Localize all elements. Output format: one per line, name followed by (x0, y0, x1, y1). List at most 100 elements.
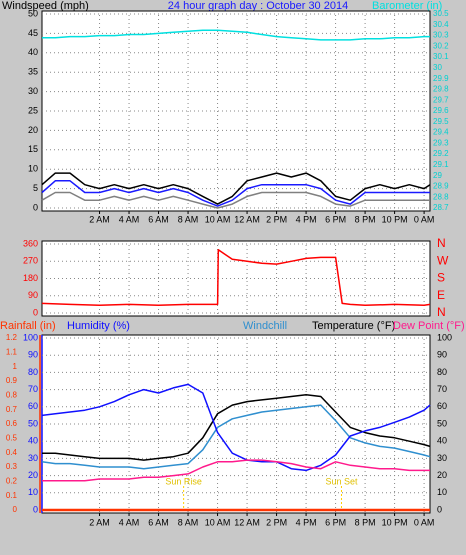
y-tick-label: 90 (437, 350, 447, 360)
x-tick-label: 0 AM (414, 214, 435, 224)
y-tick-label: 0.9 (6, 376, 18, 385)
y-tick-label: 30.1 (433, 52, 449, 61)
y-tick-label: 360 (23, 238, 38, 248)
y-tick-label: 180 (23, 273, 38, 283)
y-tick-label: 29.2 (433, 149, 449, 158)
series-line (41, 191, 430, 209)
y-tick-label: 29.9 (433, 74, 449, 83)
temperature-axis-label: Temperature (°F) (312, 320, 395, 332)
y-tick-label: 0.2 (6, 476, 18, 485)
y-tick-label: 50 (28, 8, 38, 18)
y-tick-label: 0 (33, 307, 38, 317)
y-tick-label: 10 (28, 487, 38, 497)
legend-windchill: Windchill (243, 320, 287, 332)
y-tick-label: 30 (433, 63, 442, 72)
y-tick-label: 70 (437, 384, 447, 394)
y-tick-label: 40 (28, 436, 38, 446)
series-line (41, 172, 431, 205)
barometer-axis-label: Barometer (in) (372, 0, 442, 12)
x-tick-label: 6 AM (148, 214, 169, 224)
y-tick-label: 45 (28, 28, 38, 38)
y-tick-label: 0 (437, 504, 442, 514)
y-tick-label: 50 (437, 418, 447, 428)
x-tick-label: 6 AM (148, 517, 169, 527)
series-line (41, 404, 431, 470)
wind-axis-label: Windspeed (mph) (2, 0, 89, 12)
x-tick-label: 0 AM (414, 517, 435, 527)
y-tick-label: 29.5 (433, 117, 449, 126)
y-tick-label: 0.5 (6, 433, 18, 442)
y-tick-label: 40 (28, 47, 38, 57)
y-tick-label: 15 (28, 144, 38, 154)
y-tick-label: 100 (437, 332, 452, 342)
y-tick-label: 1.1 (6, 347, 18, 356)
x-tick-label: 4 AM (119, 517, 140, 527)
y-tick-label: 30.3 (433, 31, 449, 40)
y-tick-label: 25 (28, 105, 38, 115)
plot-area (41, 10, 431, 212)
y-tick-label: 30 (28, 453, 38, 463)
legend-dew-point: Dew Point (°F) (393, 320, 465, 332)
y-tick-label: 20 (437, 470, 447, 480)
x-tick-label: 8 PM (355, 214, 376, 224)
annotation-text: Sun Rise (165, 476, 202, 486)
x-tick-label: 8 PM (355, 517, 376, 527)
y-tick-label: 100 (23, 332, 38, 342)
y-tick-label: N (437, 236, 446, 250)
x-tick-label: 6 PM (325, 517, 346, 527)
y-tick-label: 60 (28, 401, 38, 411)
series-line (41, 249, 431, 307)
x-tick-label: 4 AM (119, 214, 140, 224)
y-tick-label: 0 (33, 504, 38, 514)
y-tick-label: 20 (28, 470, 38, 480)
y-tick-label: 35 (28, 67, 38, 77)
y-tick-label: 60 (437, 401, 447, 411)
y-tick-label: 29.7 (433, 95, 449, 104)
y-tick-label: 0.7 (6, 405, 18, 414)
y-tick-label: 0 (13, 505, 18, 514)
y-tick-label: 28.7 (433, 203, 449, 212)
series-line (41, 383, 431, 472)
y-tick-label: 0.4 (6, 448, 18, 457)
y-tick-label: 0.6 (6, 419, 18, 428)
y-tick-label: N (437, 305, 446, 319)
y-tick-label: 90 (28, 290, 38, 300)
y-tick-label: 5 (33, 183, 38, 193)
x-tick-label: 6 PM (325, 214, 346, 224)
y-tick-label: 30 (28, 86, 38, 96)
y-tick-label: 29 (433, 171, 442, 180)
y-tick-label: 30.4 (433, 20, 449, 29)
y-tick-label: S (437, 271, 445, 285)
x-tick-label: 10 PM (382, 517, 408, 527)
y-tick-label: 70 (28, 384, 38, 394)
x-tick-label: 8 AM (178, 214, 199, 224)
x-tick-label: 10 AM (205, 214, 231, 224)
y-tick-label: 29.1 (433, 160, 449, 169)
annotation-text: Sun Set (325, 476, 358, 486)
y-tick-label: 50 (28, 418, 38, 428)
humidity-axis-label: Humidity (%) (67, 320, 130, 332)
series-line (41, 180, 430, 207)
y-tick-label: W (437, 253, 449, 267)
rainfall-axis-label: Rainfall (in) (0, 320, 56, 332)
y-tick-label: 29.3 (433, 138, 449, 147)
series-line (42, 29, 430, 41)
y-tick-label: 1.2 (6, 333, 18, 342)
y-tick-label: 29.6 (433, 106, 449, 115)
y-tick-label: 0.8 (6, 390, 18, 399)
x-tick-label: 4 PM (296, 517, 317, 527)
y-tick-label: 20 (28, 125, 38, 135)
series-line (42, 459, 430, 482)
y-tick-label: 40 (437, 436, 447, 446)
x-tick-label: 2 AM (89, 517, 110, 527)
y-tick-label: 90 (28, 350, 38, 360)
y-tick-label: 80 (28, 367, 38, 377)
y-tick-label: 80 (437, 367, 447, 377)
x-tick-label: 2 PM (266, 214, 287, 224)
y-tick-label: 28.9 (433, 182, 449, 191)
y-tick-label: 30.2 (433, 41, 449, 50)
y-tick-label: 28.8 (433, 192, 449, 201)
y-tick-label: 1 (13, 362, 18, 371)
y-tick-label: E (437, 288, 445, 302)
